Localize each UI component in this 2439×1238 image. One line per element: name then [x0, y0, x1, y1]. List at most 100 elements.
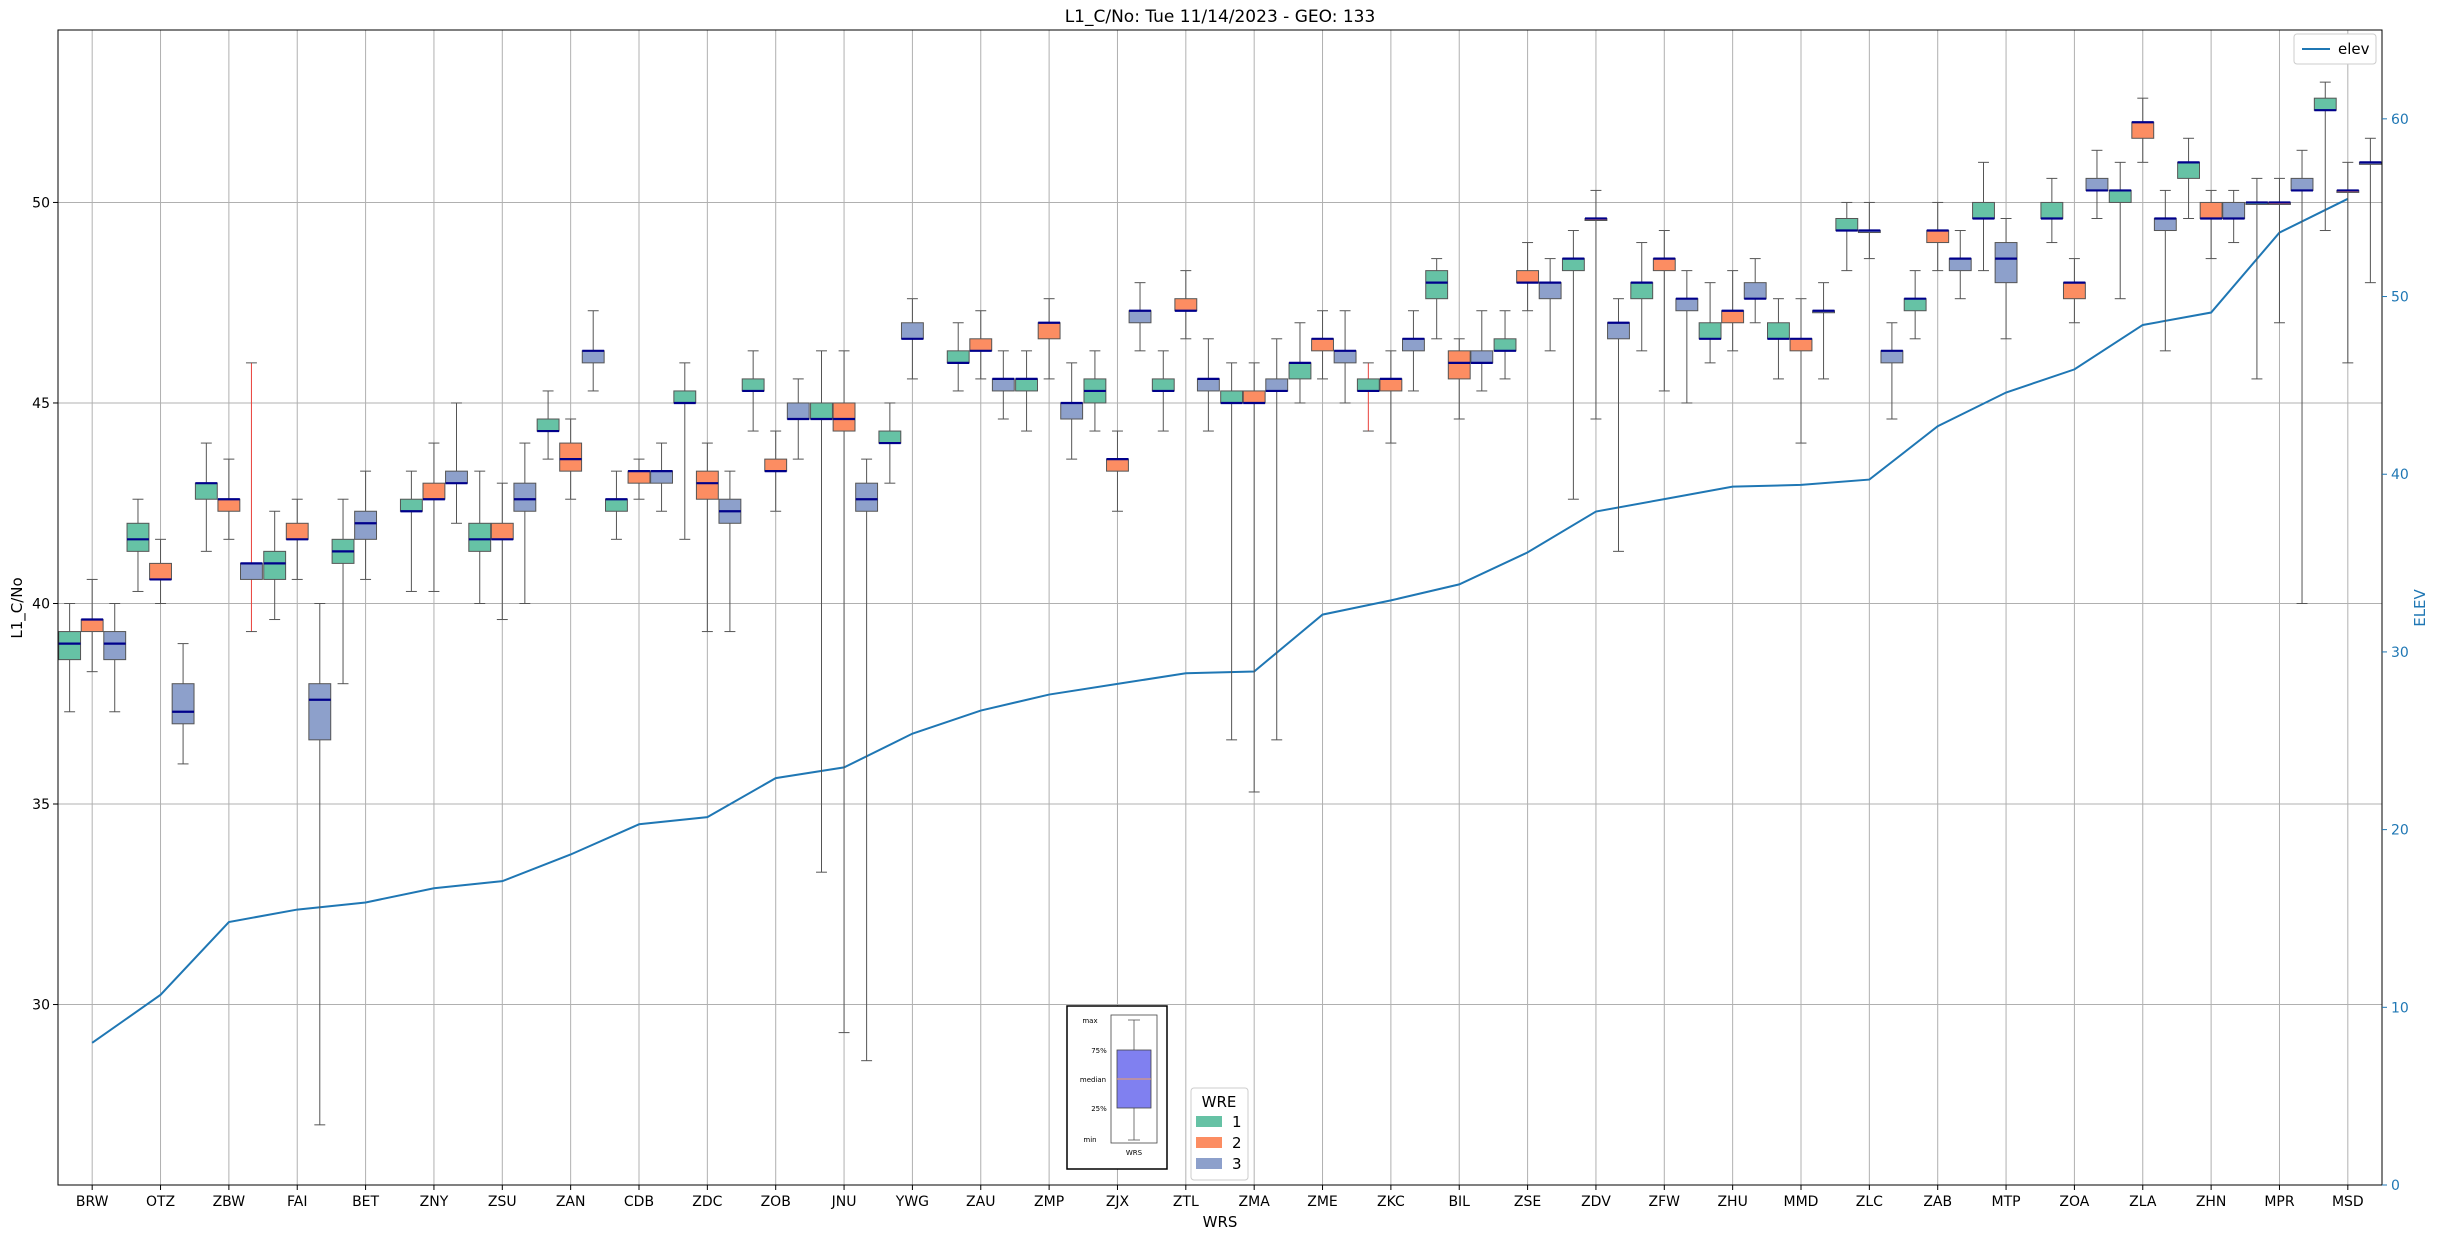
box-zan-wre2: [559, 418, 583, 500]
x-tick-label: ZNY: [420, 1194, 449, 1210]
box-mmd-wre3: [1812, 282, 1835, 380]
box-zmp-wre1: [1015, 350, 1038, 432]
box-iqr: [1174, 298, 1198, 312]
box-zme-wre1: [1288, 322, 1312, 404]
box-iqr: [58, 631, 82, 661]
box-zjx-wre1: [1083, 350, 1107, 432]
box-iqr: [2222, 201, 2246, 219]
box-iqr: [2108, 189, 2132, 203]
box-iqr: [1288, 362, 1312, 380]
x-tick-label: ZFW: [1649, 1194, 1681, 1210]
box-iqr: [946, 350, 970, 364]
box-fai-wre3: [308, 602, 332, 1126]
box-iqr: [673, 390, 697, 404]
box-zab-wre3: [1948, 230, 1972, 300]
box-brw-wre3: [103, 602, 127, 713]
box-brw-wre1: [58, 602, 82, 713]
box-zlc-wre3: [1880, 322, 1904, 420]
box-iqr: [171, 683, 195, 725]
box-iqr: [2199, 201, 2223, 219]
box-zdv-wre3: [1607, 298, 1630, 552]
box-iqr: [695, 470, 719, 500]
wre-legend-label-3: 3: [1232, 1155, 1242, 1173]
x-tick-label: ZOB: [761, 1194, 791, 1210]
box-iqr: [2131, 121, 2155, 139]
box-zhn-wre2: [2199, 189, 2223, 260]
y-axis-ticks: 30 35 40 45 50: [32, 195, 58, 1014]
inset-label-q3: 75%: [1091, 1047, 1107, 1055]
box-zau-wre1: [946, 322, 970, 392]
box-iqr: [786, 402, 810, 420]
box-iqr: [1311, 338, 1334, 352]
x-tick-label: ZDC: [692, 1194, 722, 1210]
box-iqr: [1379, 378, 1403, 392]
box-zse-wre1: [1493, 310, 1517, 380]
box-cdb-wre3: [650, 442, 673, 512]
box-zfw-wre3: [1675, 270, 1699, 404]
box-iqr: [468, 522, 492, 552]
box-iqr: [513, 482, 537, 512]
elev-line-layer: [91, 197, 2349, 1044]
box-zob-wre1: [741, 350, 765, 432]
box-zkc-wre1: [1356, 362, 1380, 432]
box-iqr: [354, 510, 378, 540]
wre-legend-swatch-3: [1196, 1158, 1222, 1169]
x-tick-label: MTP: [1992, 1194, 2021, 1210]
box-iqr: [1630, 282, 1654, 300]
box-zmp-wre2: [1037, 298, 1061, 380]
box-iqr: [1698, 322, 1722, 340]
box-iqr: [969, 338, 993, 352]
x-tick-label: ZJX: [1106, 1194, 1130, 1210]
box-jnu-wre2: [832, 350, 856, 1034]
box-iqr: [399, 498, 423, 512]
box-bil-wre3: [1470, 310, 1494, 392]
box-ztl-wre1: [1151, 350, 1175, 432]
box-iqr: [1493, 338, 1517, 352]
box-iqr: [1447, 350, 1471, 380]
y2-axis-label: ELEV: [2411, 588, 2429, 626]
box-zdv-wre2: [1584, 189, 1608, 420]
box-iqr: [559, 442, 583, 472]
box-iqr: [536, 418, 560, 432]
wre-legend-label-2: 2: [1232, 1134, 1242, 1152]
box-zob-wre3: [786, 378, 810, 460]
box-iqr: [1333, 350, 1357, 364]
x-tick-label: ZTL: [1173, 1194, 1199, 1210]
chart-title: L1_C/No: Tue 11/14/2023 - GEO: 133: [1065, 7, 1376, 27]
box-iqr: [1470, 350, 1494, 364]
box-iqr: [263, 550, 287, 580]
box-iqr: [1675, 298, 1699, 312]
wre-legend-title: WRE: [1202, 1093, 1237, 1111]
box-otz-wre2: [149, 538, 172, 604]
inset-inner-frame: [1110, 1014, 1158, 1144]
wre-legend-frame: [1190, 1087, 1249, 1181]
box-zla-wre3: [2153, 189, 2177, 352]
grid-lines: [58, 30, 2382, 1185]
x-tick-label: BIL: [1448, 1194, 1470, 1210]
box-msd-wre3: [2358, 137, 2382, 284]
box-otz-wre1: [126, 498, 150, 592]
box-iqr: [490, 522, 514, 540]
box-zhn-wre1: [2177, 137, 2200, 219]
box-iqr: [217, 498, 241, 512]
wre-legend: WRE 1 2 3: [1190, 1087, 1249, 1181]
box-iqr: [1880, 350, 1904, 364]
box-zjx-wre2: [1106, 430, 1129, 512]
x-tick-label: MPR: [2264, 1194, 2295, 1210]
box-iqr: [1516, 270, 1540, 284]
box-zny-wre1: [399, 470, 423, 592]
box-iqr: [1721, 310, 1745, 324]
box-iqr: [1196, 378, 1220, 392]
box-zkc-wre3: [1402, 310, 1425, 392]
elev-line: [91, 197, 2349, 1044]
box-iqr: [1926, 230, 1950, 244]
box-zhu-wre3: [1743, 258, 1767, 324]
box-iqr: [285, 522, 309, 540]
box-iqr: [1903, 298, 1927, 312]
box-iqr: [1948, 258, 1972, 272]
x-tick-label: ZSU: [488, 1194, 517, 1210]
box-iqr: [149, 562, 172, 580]
box-iqr: [1538, 282, 1562, 300]
box-iqr: [650, 470, 673, 484]
